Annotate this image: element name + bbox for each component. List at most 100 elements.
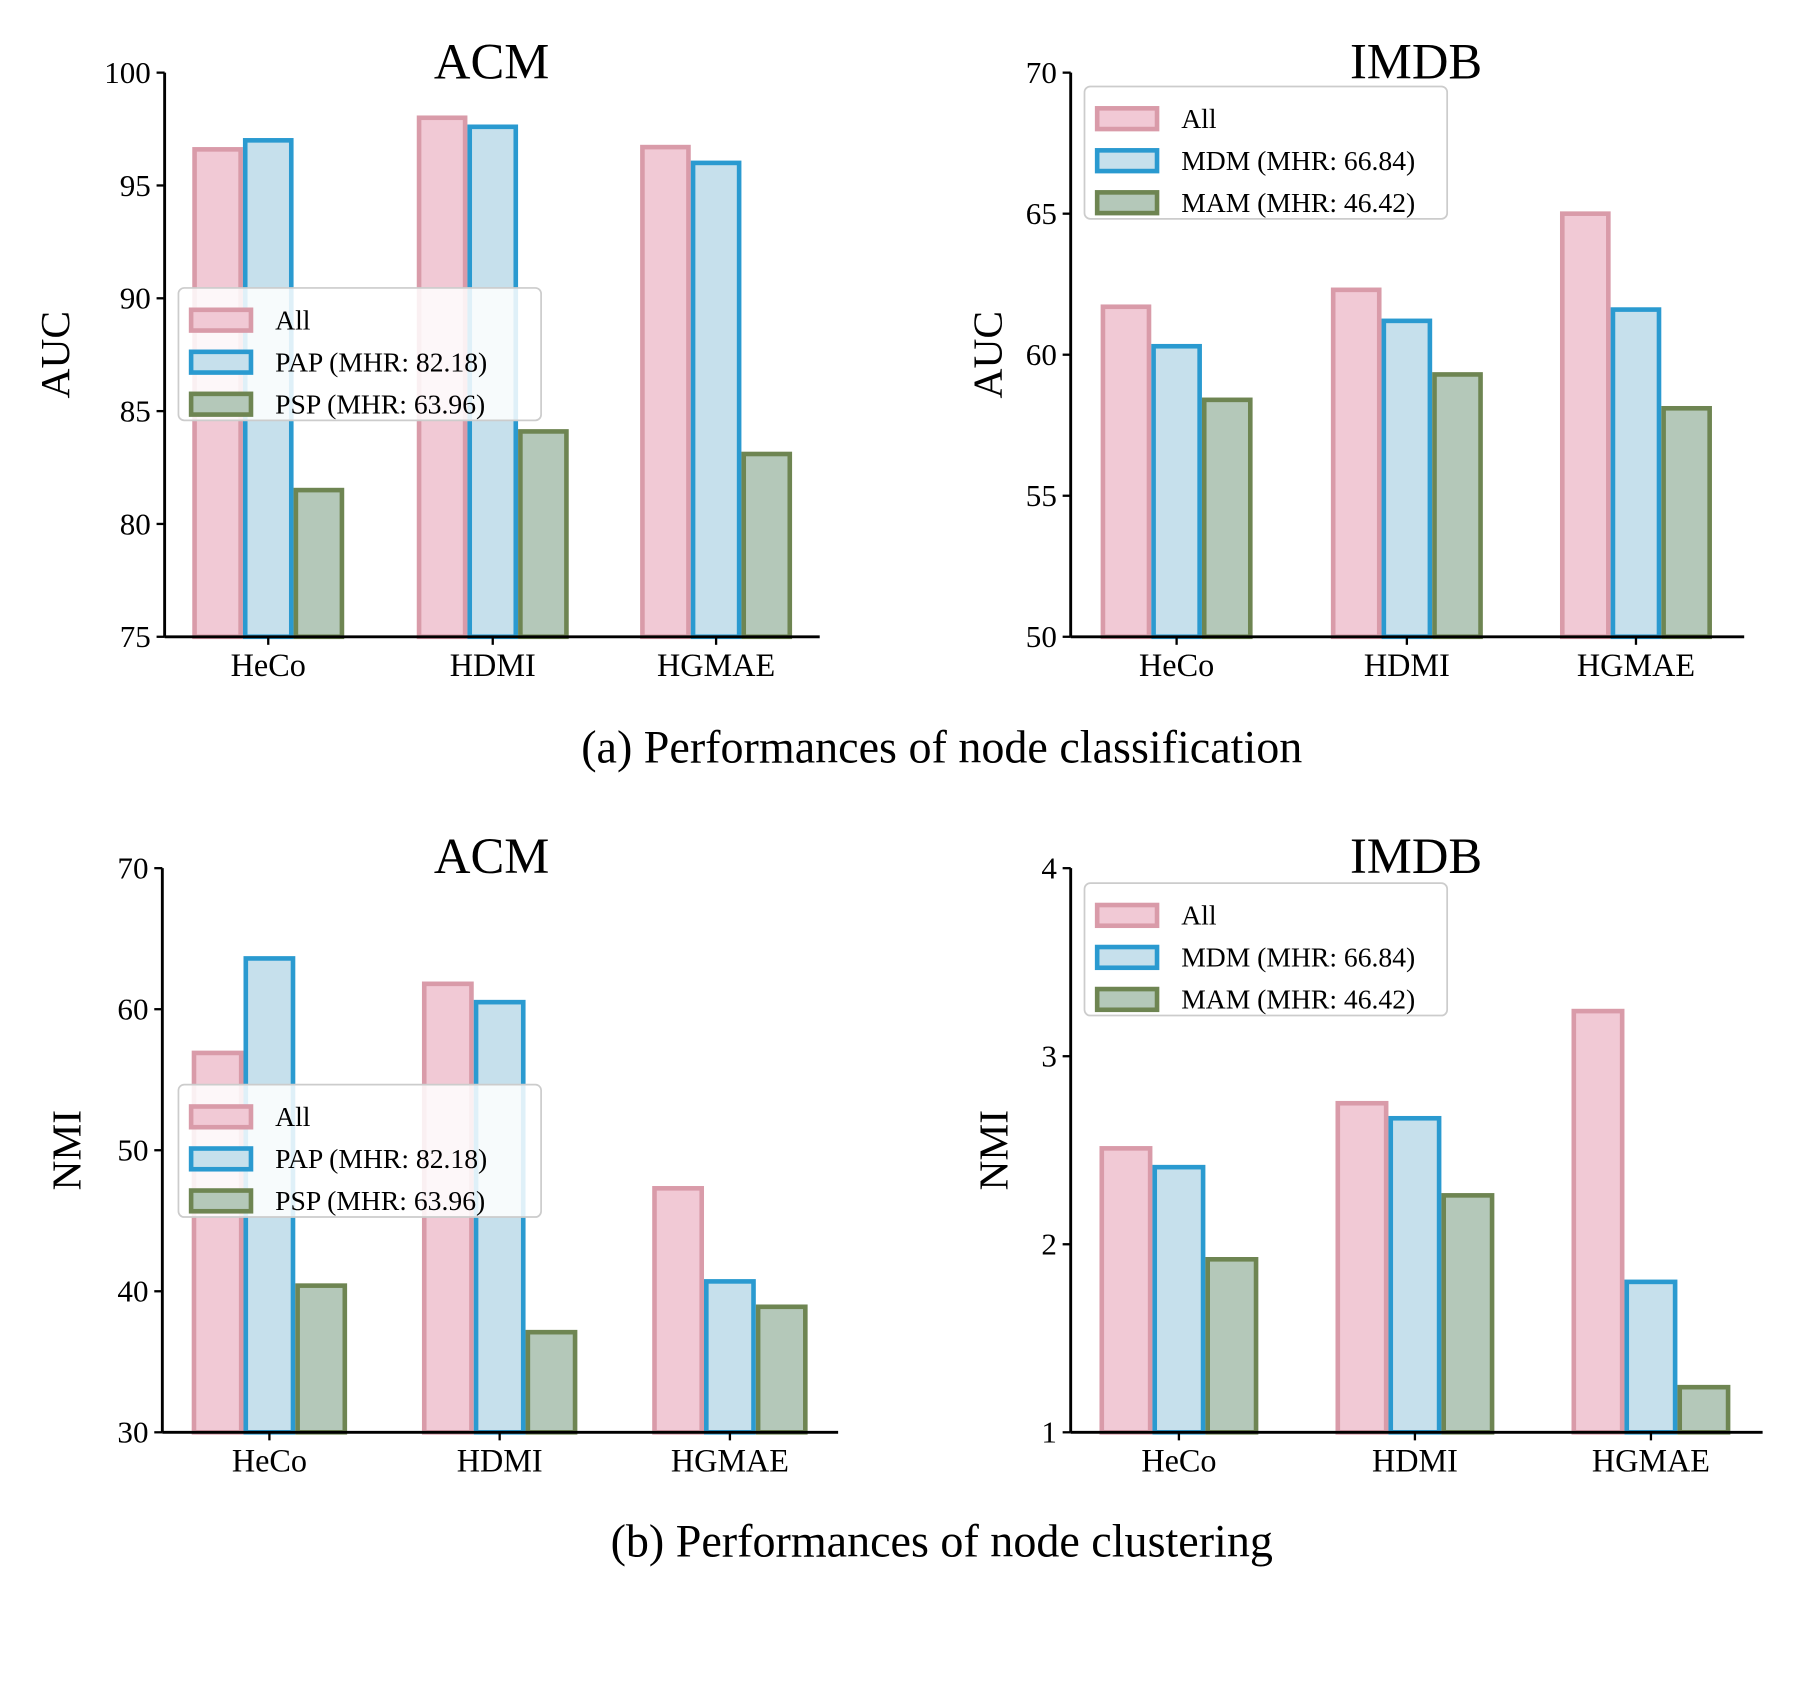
caption-a: (a) Performances of node classification xyxy=(581,721,1302,772)
bar-psp-hdmi xyxy=(518,429,569,640)
x-tick-label: HGMAE xyxy=(1577,647,1695,683)
legend-swatch xyxy=(188,391,254,417)
legend-swatch xyxy=(188,307,254,333)
legend-swatch xyxy=(188,349,254,375)
bar-mdm-hgmae xyxy=(1624,1279,1678,1435)
bar-mdm-hdmi xyxy=(1388,1115,1442,1435)
y-axis-label: NMI xyxy=(44,1110,90,1191)
legend-label: PAP (MHR: 82.18) xyxy=(275,1143,487,1174)
y-axis-label: AUC xyxy=(32,311,78,398)
legend-swatch xyxy=(1094,986,1160,1013)
bar-psp-hgmae xyxy=(755,1304,808,1435)
bar-mdm-hgmae xyxy=(1610,307,1662,640)
y-tick-label: 100 xyxy=(104,55,151,90)
x-tick-label: HGMAE xyxy=(671,1442,789,1478)
chart-panel-0: ACM AUC 75 80 85 90 95 100 HeCo HDMI HGMAE All PAP (… xyxy=(32,33,820,683)
chart-panel-2: ACM NMI 30 40 50 60 70 HeCo HDMI HGMAE All PAP (MHR… xyxy=(44,828,839,1478)
y-axis-label: NMI xyxy=(970,1110,1016,1191)
y-tick-label: 40 xyxy=(117,1274,148,1309)
bar-psp-heco xyxy=(295,1283,348,1435)
legend-swatch xyxy=(1094,148,1160,174)
x-tick-label: HGMAE xyxy=(657,647,775,683)
x-tick-label: HDMI xyxy=(457,1442,543,1478)
legend-label: PSP (MHR: 63.96) xyxy=(275,388,485,419)
chart-title: ACM xyxy=(434,33,549,89)
bar-all-hdmi xyxy=(1330,287,1382,640)
legend-label: PAP (MHR: 82.18) xyxy=(275,346,487,377)
legend: All PAP (MHR: 82.18) PSP (MHR: 63.96) xyxy=(177,1083,542,1218)
x-tick-label: HDMI xyxy=(1372,1442,1458,1478)
legend-swatch xyxy=(1094,190,1160,216)
legend-box xyxy=(177,1083,542,1218)
bar-mam-heco xyxy=(1205,1257,1259,1435)
y-tick-label: 65 xyxy=(1026,196,1057,231)
legend-swatch xyxy=(188,1146,254,1172)
x-tick-label: HeCo xyxy=(231,647,306,683)
y-tick-label: 60 xyxy=(117,992,148,1027)
x-tick-label: HDMI xyxy=(450,647,536,683)
y-tick-label: 1 xyxy=(1041,1415,1057,1450)
y-tick-label: 70 xyxy=(117,851,148,886)
y-tick-label: 3 xyxy=(1041,1039,1057,1074)
y-tick-label: 85 xyxy=(120,393,151,428)
bar-all-heco xyxy=(1100,304,1152,640)
legend-swatch xyxy=(1094,902,1160,929)
y-tick-label: 75 xyxy=(120,619,151,654)
y-tick-label: 50 xyxy=(1026,619,1057,654)
legend-label: All xyxy=(275,1101,311,1132)
chart-title: IMDB xyxy=(1350,33,1482,89)
y-tick-label: 50 xyxy=(117,1133,148,1168)
legend-box xyxy=(1083,882,1449,1017)
bar-pap-hgmae xyxy=(704,1279,756,1435)
bar-all-hgmae xyxy=(640,144,691,640)
bar-mam-hdmi xyxy=(1432,372,1483,640)
x-tick-label: HeCo xyxy=(232,1442,307,1478)
x-tick-label: HeCo xyxy=(1141,1442,1216,1478)
legend-label: MDM (MHR: 66.84) xyxy=(1181,942,1415,973)
y-tick-label: 90 xyxy=(120,281,151,316)
legend: All MDM (MHR: 66.84) MAM (MHR: 46.42) xyxy=(1083,882,1449,1017)
y-tick-label: 4 xyxy=(1041,851,1057,886)
legend-label: MAM (MHR: 46.42) xyxy=(1181,187,1415,218)
legend: All PAP (MHR: 82.18) PSP (MHR: 63.96) xyxy=(177,287,542,422)
bar-pap-hgmae xyxy=(690,160,742,640)
chart-title: IMDB xyxy=(1350,828,1482,884)
x-tick-label: HGMAE xyxy=(1592,1442,1710,1478)
bar-all-hdmi xyxy=(1335,1100,1389,1435)
bar-all-hgmae xyxy=(1571,1008,1625,1435)
chart-panel-1: IMDB AUC 50 55 60 65 70 HeCo HDMI HGMAE All MDM (MH… xyxy=(965,33,1745,683)
legend-label: PSP (MHR: 63.96) xyxy=(275,1185,485,1216)
legend-label: MDM (MHR: 66.84) xyxy=(1181,145,1415,176)
bar-mdm-heco xyxy=(1151,343,1202,640)
bar-psp-heco xyxy=(293,487,345,640)
y-tick-label: 70 xyxy=(1026,55,1057,90)
legend: All MDM (MHR: 66.84) MAM (MHR: 46.42) xyxy=(1083,85,1449,220)
y-tick-label: 80 xyxy=(120,506,151,541)
legend-label: All xyxy=(275,304,311,335)
y-tick-label: 55 xyxy=(1026,478,1057,513)
x-tick-label: HeCo xyxy=(1139,647,1214,683)
bar-all-hgmae xyxy=(1559,211,1611,640)
chart-panel-3: IMDB NMI 1 2 3 4 HeCo HDMI HGMAE All MDM (MHR: 66.… xyxy=(970,828,1763,1478)
legend-label: All xyxy=(1181,900,1217,931)
bar-mam-hgmae xyxy=(1677,1384,1731,1435)
legend-label: MAM (MHR: 46.42) xyxy=(1181,984,1415,1015)
legend-swatch xyxy=(1094,944,1160,971)
legend-label: All xyxy=(1181,103,1217,134)
y-tick-label: 60 xyxy=(1026,337,1057,372)
legend-box xyxy=(1083,85,1449,220)
bar-mdm-heco xyxy=(1152,1164,1206,1435)
legend-swatch xyxy=(188,1188,254,1214)
bar-mam-hdmi xyxy=(1441,1193,1495,1435)
y-tick-label: 2 xyxy=(1041,1227,1057,1262)
chart-title: ACM xyxy=(434,828,549,884)
bar-mdm-hdmi xyxy=(1381,318,1433,640)
x-tick-label: HDMI xyxy=(1364,647,1450,683)
legend-box xyxy=(177,287,542,422)
bar-all-hgmae xyxy=(652,1186,705,1435)
y-tick-label: 30 xyxy=(117,1415,148,1450)
legend-swatch xyxy=(188,1104,254,1130)
legend-swatch xyxy=(1094,106,1160,132)
y-tick-label: 95 xyxy=(120,168,151,203)
